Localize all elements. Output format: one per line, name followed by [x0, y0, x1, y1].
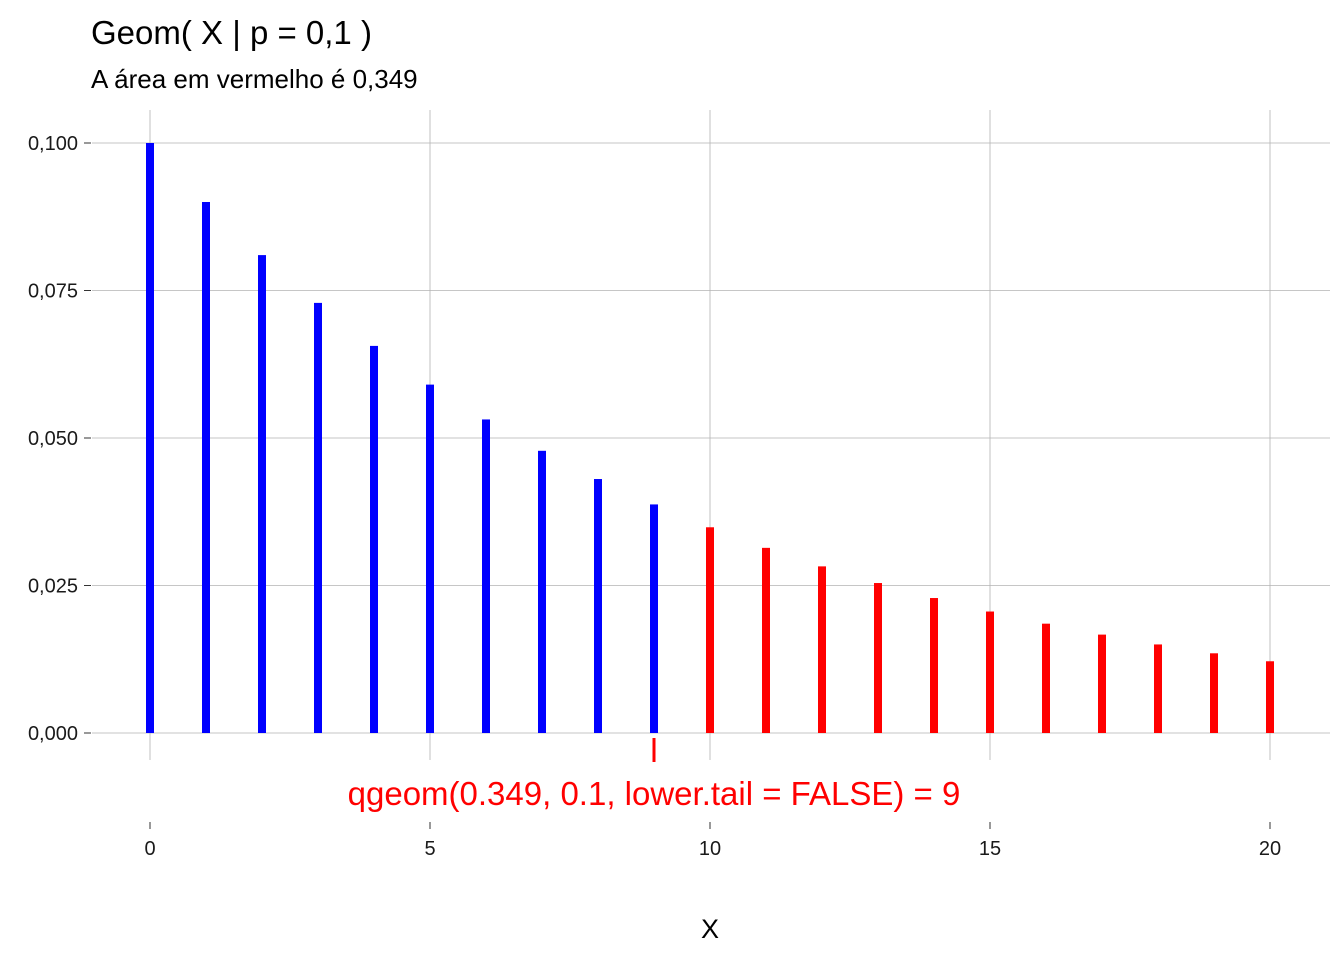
bar — [146, 143, 154, 733]
bar — [538, 450, 546, 733]
bar — [874, 583, 882, 733]
x-tick-label: 0 — [144, 838, 155, 860]
x-axis: 0 5 10 15 20 — [144, 822, 1281, 860]
bar — [1210, 653, 1218, 733]
y-tick-label: 0,000 — [28, 723, 78, 745]
x-tick-label: 20 — [1259, 838, 1281, 860]
bar — [818, 566, 826, 733]
bar — [258, 255, 266, 733]
y-tick-label: 0,050 — [28, 428, 78, 450]
x-tick-label: 15 — [979, 838, 1001, 860]
y-tick-label: 0,025 — [28, 576, 78, 598]
x-axis-title: X — [701, 914, 719, 944]
bar — [1098, 634, 1106, 733]
bar — [706, 527, 714, 733]
bar — [202, 202, 210, 733]
chart-title: Geom( X | p = 0,1 ) — [91, 14, 372, 51]
x-tick-label: 5 — [424, 838, 435, 860]
bar — [594, 479, 602, 733]
bar — [370, 345, 378, 733]
bar — [762, 547, 770, 733]
bar — [1154, 644, 1162, 733]
bar — [1042, 623, 1050, 733]
bar — [650, 504, 658, 733]
bar — [482, 419, 490, 733]
bar — [1266, 661, 1274, 733]
annotation-text: qgeom(0.349, 0.1, lower.tail = FALSE) = … — [348, 775, 961, 812]
bars — [146, 143, 1274, 733]
y-axis: 0,000 0,025 0,050 0,075 0,100 — [28, 133, 91, 745]
y-tick-label: 0,100 — [28, 133, 78, 155]
bar — [314, 302, 322, 733]
chart-subtitle: A área em vermelho é 0,349 — [91, 64, 418, 94]
x-tick-label: 10 — [699, 838, 721, 860]
bar — [930, 598, 938, 733]
bar — [986, 611, 994, 733]
bar — [426, 384, 434, 733]
y-tick-label: 0,075 — [28, 281, 78, 303]
